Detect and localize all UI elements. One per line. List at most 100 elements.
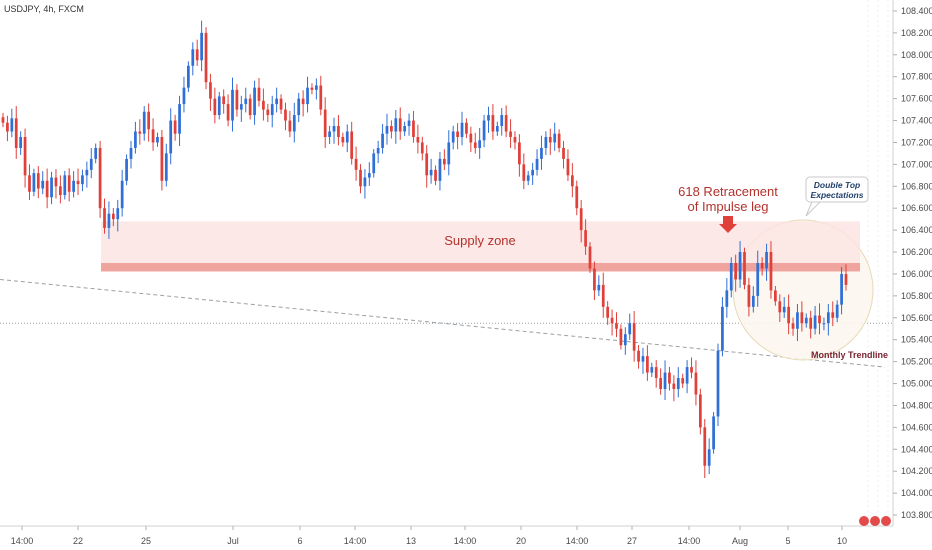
- candle: [615, 312, 618, 338]
- candle-body: [522, 164, 526, 181]
- candle-body: [111, 213, 115, 220]
- candle-body: [844, 273, 848, 285]
- candle-body: [663, 372, 667, 390]
- candle-body: [531, 169, 535, 176]
- candle: [310, 83, 314, 95]
- candle: [284, 102, 287, 131]
- time-tick-label: 22: [73, 536, 83, 546]
- candle: [844, 264, 848, 291]
- candle-body: [813, 315, 817, 329]
- candle-body: [72, 180, 75, 192]
- time-tick-label: 14:00: [678, 536, 701, 546]
- candle: [831, 301, 835, 327]
- candle: [107, 201, 111, 239]
- candle-body: [681, 378, 685, 384]
- candle: [390, 120, 393, 139]
- candle-body: [778, 301, 782, 313]
- candle-body: [328, 131, 331, 137]
- candle: [681, 373, 685, 388]
- candle-body: [292, 115, 296, 132]
- candle: [222, 89, 226, 114]
- retracement-text-line2: of Impulse leg: [688, 199, 769, 214]
- candle-body: [398, 118, 402, 132]
- candle-body: [769, 252, 773, 291]
- time-tick-label: Jul: [227, 536, 239, 546]
- candle: [557, 129, 561, 153]
- candle: [623, 327, 627, 355]
- candle: [743, 247, 746, 290]
- candle-body: [721, 306, 724, 351]
- price-tick-label: 103.800: [901, 510, 932, 520]
- candle: [698, 388, 702, 435]
- candle: [270, 95, 274, 128]
- candle: [482, 114, 486, 148]
- candle-body: [67, 175, 71, 192]
- candle: [813, 305, 817, 335]
- candle-body: [575, 186, 579, 209]
- candle: [721, 297, 724, 357]
- candle-body: [690, 367, 693, 373]
- candle-body: [94, 147, 98, 159]
- candle: [94, 143, 98, 164]
- candle: [526, 170, 530, 186]
- candle-body: [540, 147, 543, 159]
- candle: [513, 131, 517, 150]
- candle: [544, 131, 548, 155]
- candle-body: [738, 252, 742, 280]
- candle-body: [270, 104, 274, 116]
- candle-body: [403, 126, 407, 132]
- candle-body: [182, 87, 186, 105]
- candle-body: [796, 312, 799, 329]
- candle-body: [566, 158, 570, 176]
- candle-body: [142, 111, 146, 134]
- candle: [826, 303, 830, 336]
- price-tick-label: 107.800: [901, 72, 932, 82]
- candle: [540, 135, 543, 170]
- candle: [398, 107, 402, 140]
- candle-body: [248, 98, 252, 116]
- candle: [319, 75, 323, 116]
- candle-body: [743, 252, 746, 285]
- candle-body: [619, 328, 623, 346]
- candle-body: [363, 177, 367, 187]
- candle-body: [615, 323, 618, 329]
- candle: [694, 360, 698, 406]
- candle: [178, 95, 181, 146]
- candle-body: [385, 126, 389, 134]
- candle: [1, 112, 5, 128]
- candle: [345, 124, 349, 153]
- supply-zone-label: Supply zone: [444, 233, 516, 248]
- candle-body: [703, 427, 707, 466]
- time-tick-label: 5: [785, 536, 790, 546]
- candle: [81, 169, 84, 192]
- candle: [217, 92, 221, 120]
- candle-body: [50, 177, 53, 198]
- candle: [465, 118, 468, 139]
- candle-body: [535, 158, 539, 170]
- candle: [434, 165, 437, 186]
- candle-body: [367, 173, 371, 178]
- candle: [359, 164, 362, 194]
- candle-body: [712, 416, 715, 450]
- candle-body: [372, 153, 376, 174]
- candle: [200, 20, 203, 72]
- candle-body: [756, 263, 760, 296]
- candle: [103, 198, 106, 234]
- candle: [28, 164, 31, 201]
- candle-body: [209, 82, 212, 99]
- candle: [14, 106, 18, 159]
- candle: [460, 111, 464, 146]
- candle: [522, 153, 526, 190]
- candle-body: [323, 109, 327, 137]
- candle: [632, 310, 636, 362]
- candle-body: [707, 449, 711, 466]
- candle-body: [14, 118, 18, 148]
- candle-body: [456, 131, 459, 137]
- candle: [6, 115, 9, 142]
- candle-body: [160, 136, 164, 181]
- candle: [332, 117, 336, 144]
- candle: [800, 301, 804, 332]
- candle-body: [195, 49, 199, 61]
- candle-body: [747, 284, 751, 307]
